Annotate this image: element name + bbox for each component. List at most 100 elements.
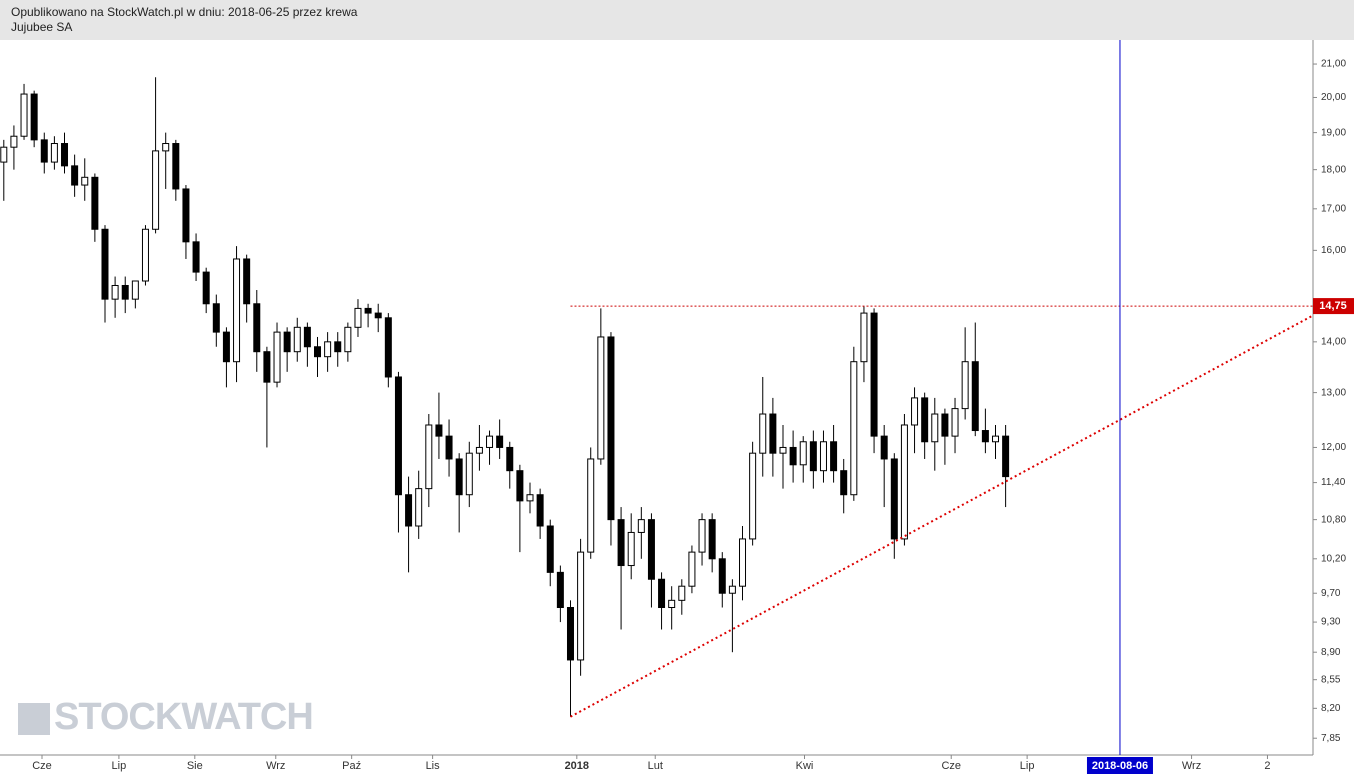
candle-body: [779, 446, 787, 454]
candle-body: [961, 361, 969, 410]
candle-body: [202, 271, 210, 305]
candle-body: [799, 441, 807, 466]
candle-body: [475, 446, 483, 454]
candle-body: [890, 458, 898, 540]
x-tick-label: Wrz: [266, 760, 285, 772]
x-tick-label: Lis: [426, 760, 441, 772]
watermark-icon: [18, 703, 50, 735]
y-tick-label: 7,85: [1321, 733, 1341, 744]
y-tick-label: 16,00: [1321, 245, 1346, 256]
candle-body: [374, 312, 382, 319]
candle-body: [71, 165, 79, 186]
candle-body: [263, 351, 271, 383]
candle-body: [303, 326, 311, 348]
date-label-box: [1086, 757, 1153, 774]
x-tick-label: Cze: [32, 760, 52, 772]
y-tick-label: 9,70: [1321, 588, 1341, 599]
x-tick-label: Kwi: [796, 760, 814, 772]
y-tick-label: 12,00: [1321, 442, 1346, 453]
candle-body: [718, 558, 726, 594]
x-tick-label: Cze: [941, 760, 961, 772]
x-tick-label: Wrz: [1182, 760, 1201, 772]
candle-body: [20, 93, 28, 137]
candle-body: [516, 470, 524, 502]
candle-body: [10, 135, 18, 148]
trendline: [570, 314, 1314, 718]
y-tick-label: 8,90: [1321, 647, 1341, 658]
header-title: Opublikowano na StockWatch.pl w dniu: 20…: [11, 5, 358, 19]
y-tick-label: 21,00: [1321, 59, 1346, 70]
candle-body: [233, 258, 241, 363]
x-tick-label: Paź: [342, 760, 361, 772]
candle-body: [394, 376, 402, 496]
candle-body: [364, 307, 372, 314]
candle-body: [40, 139, 48, 163]
candle-body: [607, 336, 615, 521]
candle-body: [556, 571, 564, 609]
candle-body: [658, 578, 666, 609]
candle-body: [830, 441, 838, 472]
candle-body: [921, 397, 929, 443]
candle-body: [101, 228, 109, 300]
watermark: STOCKWATCH: [54, 696, 313, 738]
y-tick-label: 17,00: [1321, 203, 1346, 214]
candle-body: [637, 519, 645, 533]
price-label: 14,75: [1319, 300, 1347, 312]
x-tick-label: 2018: [565, 760, 589, 772]
candle-body: [840, 470, 848, 496]
candle-body: [425, 424, 433, 490]
candle-body: [445, 435, 453, 460]
candle-body: [769, 413, 777, 454]
candle-body: [627, 531, 635, 567]
candle-body: [526, 494, 534, 502]
candle-body: [566, 607, 574, 661]
candle-body: [121, 284, 129, 300]
header: Opublikowano na StockWatch.pl w dniu: 20…: [0, 0, 1354, 40]
candle-body: [435, 424, 443, 437]
candle-body: [111, 284, 119, 300]
x-tick-label: Lut: [648, 760, 663, 772]
candle-body: [587, 458, 595, 553]
candle-body: [931, 413, 939, 443]
candle-body: [880, 435, 888, 460]
candle-body: [759, 413, 767, 454]
candle-body: [688, 551, 696, 587]
y-tick-label: 19,00: [1321, 127, 1346, 138]
candle-body: [496, 435, 504, 448]
y-tick-label: 8,55: [1321, 674, 1341, 685]
date-label: 2018-08-06: [1092, 760, 1148, 772]
y-tick-label: 13,00: [1321, 387, 1346, 398]
candle-body: [708, 519, 716, 560]
candle-body: [81, 176, 89, 186]
candle-body: [293, 326, 301, 353]
price-label-box: [1313, 298, 1354, 315]
x-tick-label: Lip: [1020, 760, 1035, 772]
candle-body: [415, 488, 423, 527]
candle-body: [253, 303, 261, 353]
candle-body: [162, 143, 170, 152]
candle-body: [30, 93, 38, 141]
candle-body: [739, 538, 747, 587]
candle-body: [1002, 435, 1010, 478]
candle-body: [273, 331, 281, 383]
candle-body: [911, 397, 919, 426]
candle-body: [131, 280, 139, 300]
y-tick-label: 14,00: [1321, 336, 1346, 347]
y-tick-label: 8,20: [1321, 703, 1341, 714]
candle-body: [749, 452, 757, 540]
candle-body: [900, 424, 908, 540]
candle-body: [941, 413, 949, 437]
candle-body: [172, 143, 180, 190]
candle-body: [465, 452, 473, 496]
y-tick-label: 11,40: [1321, 477, 1346, 488]
candle-body: [577, 551, 585, 661]
candle-body: [222, 331, 230, 363]
candle-body: [668, 599, 676, 609]
candle-body: [283, 331, 291, 353]
candle-body: [243, 258, 251, 305]
y-tick-label: 9,30: [1321, 617, 1341, 628]
candle-body: [870, 312, 878, 437]
candle-body: [728, 585, 736, 594]
candle-body: [971, 361, 979, 432]
